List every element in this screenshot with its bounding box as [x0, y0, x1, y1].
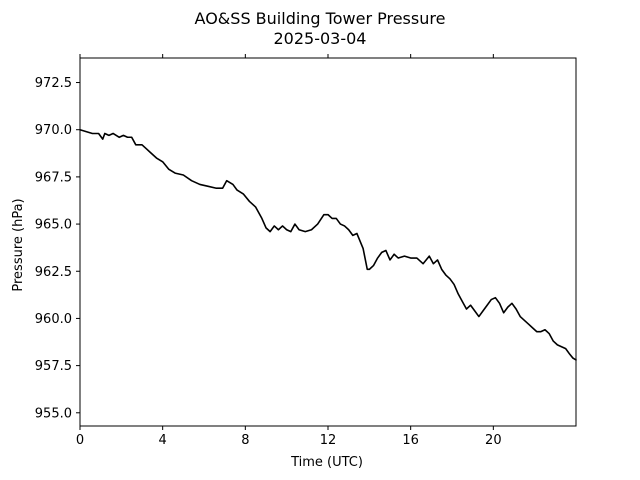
x-tick-label: 16 [402, 433, 419, 448]
pressure-series-line [79, 128, 577, 361]
chart-title: AO&SS Building Tower Pressure [195, 9, 446, 28]
y-tick-label: 955.0 [35, 406, 72, 421]
y-axis-label: Pressure (hPa) [11, 198, 26, 291]
y-tick-label: 957.5 [35, 359, 72, 374]
y-tick-label: 967.5 [35, 170, 72, 185]
x-axis-label: Time (UTC) [290, 455, 363, 470]
y-tick-label: 962.5 [35, 265, 72, 280]
y-tick-label: 972.5 [35, 76, 72, 91]
chart-subtitle: 2025-03-04 [274, 29, 367, 48]
y-tick-label: 960.0 [35, 312, 72, 327]
x-tick-label: 20 [485, 433, 502, 448]
y-tick-label: 965.0 [35, 218, 72, 233]
plot-area: 0 4 8 12 16 20 955.0 957.5 960.0 962.5 965.0 967.5 9… [35, 54, 577, 448]
y-tick-label: 970.0 [35, 123, 72, 138]
x-tick-label: 4 [159, 433, 167, 448]
x-tick-label: 8 [241, 433, 249, 448]
x-tick-label: 12 [320, 433, 337, 448]
x-tick-label: 0 [76, 433, 84, 448]
